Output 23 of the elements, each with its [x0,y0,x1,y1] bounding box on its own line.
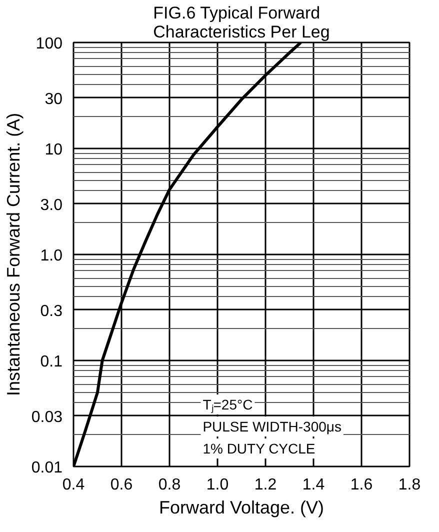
y-tick-label: 3.0 [40,196,63,214]
y-tick-label: 30 [44,90,63,108]
x-tick-label: 1.4 [302,476,325,494]
annotation: 1% DUTY CYCLE [202,440,316,456]
y-tick-label: 1.0 [40,248,63,264]
y-tick-label: 100 [36,36,63,52]
y-tick-label: 10 [44,142,63,158]
y-tick-label: 0.01 [31,460,63,476]
annotation: PULSE WIDTH-300μs [202,418,342,434]
y-tick-label: 0.03 [31,408,63,426]
x-tick-label: 1.0 [206,476,229,494]
annotation: Tⱼ=25°C [202,396,253,414]
x-tick-label: 1.6 [350,476,373,494]
x-axis-title: Forward Voltage. (V) [158,498,324,518]
y-axis-title: Instantaneous Forward Current. (A) [3,112,24,396]
x-tick-label: 1.8 [398,476,421,494]
x-tick-label: 0.8 [158,476,181,494]
x-tick-label: 1.2 [254,476,277,494]
x-tick-label: 0.4 [62,476,85,494]
y-tick-label: 0.3 [40,302,63,320]
chart-title: FIG.6 Typical Forward Characteristics Per Leg [153,4,330,42]
y-tick-label: 0.1 [40,354,63,370]
x-tick-label: 0.6 [110,476,133,494]
